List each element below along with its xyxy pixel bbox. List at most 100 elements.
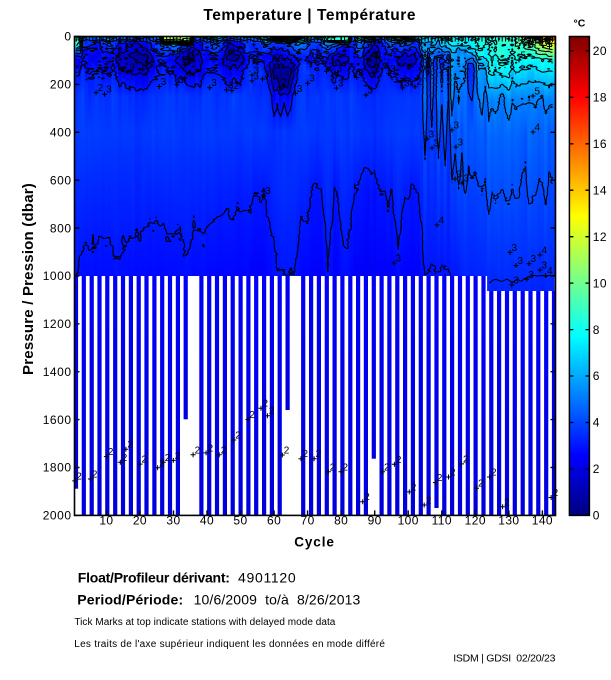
svg-text:2: 2 [269, 406, 275, 417]
svg-text:0: 0 [593, 509, 600, 523]
svg-text:2: 2 [478, 479, 484, 490]
svg-text:3: 3 [358, 68, 364, 79]
svg-text:3: 3 [265, 186, 271, 197]
svg-text:600: 600 [50, 173, 72, 187]
svg-text:1200: 1200 [43, 317, 72, 331]
svg-text:4: 4 [551, 37, 557, 48]
svg-text:40: 40 [200, 514, 214, 528]
svg-text:0: 0 [64, 30, 71, 44]
svg-text:3: 3 [518, 256, 524, 267]
svg-text:5: 5 [535, 87, 541, 98]
svg-text:3: 3 [454, 121, 460, 132]
svg-text:14: 14 [593, 183, 607, 197]
svg-text:30: 30 [166, 514, 180, 528]
svg-text:3: 3 [531, 254, 537, 265]
svg-text:3: 3 [337, 64, 343, 75]
svg-text:2: 2 [281, 78, 287, 89]
svg-text:2000: 2000 [43, 509, 72, 523]
svg-text:140: 140 [532, 514, 553, 528]
svg-text:4: 4 [187, 69, 193, 80]
svg-text:4: 4 [542, 246, 548, 257]
svg-text:50: 50 [233, 514, 247, 528]
svg-text:8: 8 [593, 323, 600, 337]
svg-text:120: 120 [465, 514, 486, 528]
svg-text:2: 2 [208, 443, 214, 454]
svg-text:2: 2 [463, 454, 469, 465]
svg-text:4: 4 [439, 216, 445, 227]
svg-text:2: 2 [411, 482, 417, 493]
svg-text:°C: °C [574, 18, 586, 30]
svg-text:2: 2 [221, 445, 227, 456]
svg-text:2: 2 [142, 455, 148, 466]
svg-text:10/6/2009 to/à 8/26/2013: 10/6/2009 to/à 8/26/2013 [194, 592, 361, 608]
svg-text:2: 2 [417, 77, 423, 88]
svg-text:4901120: 4901120 [238, 570, 296, 586]
svg-text:3: 3 [390, 64, 396, 75]
svg-text:2: 2 [343, 462, 349, 473]
svg-text:2: 2 [263, 399, 269, 410]
svg-text:3: 3 [434, 139, 440, 150]
svg-text:3: 3 [338, 79, 344, 90]
svg-text:3: 3 [178, 75, 184, 86]
svg-text:2: 2 [593, 462, 600, 476]
svg-text:3: 3 [106, 85, 112, 96]
svg-text:3: 3 [457, 170, 463, 181]
svg-text:3: 3 [404, 78, 410, 89]
svg-text:2: 2 [437, 473, 443, 484]
svg-text:3: 3 [368, 86, 374, 97]
svg-text:1600: 1600 [43, 413, 72, 427]
svg-text:3: 3 [264, 70, 270, 81]
svg-text:Tick Marks at top indicate sta: Tick Marks at top indicate stations with… [74, 617, 335, 628]
svg-text:2: 2 [450, 468, 456, 479]
svg-text:3: 3 [228, 80, 234, 91]
svg-text:2: 2 [375, 63, 381, 74]
svg-text:2: 2 [235, 431, 241, 442]
svg-text:2: 2 [144, 60, 150, 71]
svg-text:2: 2 [98, 83, 104, 94]
svg-text:16: 16 [593, 137, 607, 151]
svg-text:ISDM | GDSI 02/20/23: ISDM | GDSI 02/20/23 [453, 653, 555, 665]
svg-text:60: 60 [267, 514, 281, 528]
svg-text:2: 2 [249, 410, 255, 421]
svg-text:2: 2 [364, 492, 370, 503]
svg-text:2: 2 [284, 446, 290, 457]
svg-text:6: 6 [593, 369, 600, 383]
svg-text:400: 400 [50, 126, 72, 140]
svg-text:1800: 1800 [43, 461, 72, 475]
svg-text:80: 80 [334, 514, 348, 528]
svg-text:3: 3 [211, 78, 217, 89]
svg-text:2: 2 [127, 440, 133, 451]
svg-text:Temperature | Température: Temperature | Température [203, 7, 416, 24]
svg-text:3: 3 [542, 261, 548, 272]
svg-text:1400: 1400 [43, 365, 72, 379]
svg-text:200: 200 [50, 78, 72, 92]
svg-text:2: 2 [316, 449, 322, 460]
svg-text:130: 130 [498, 514, 519, 528]
svg-text:2: 2 [303, 449, 309, 460]
svg-text:3: 3 [309, 74, 315, 85]
svg-text:Period/Période:: Period/Période: [77, 592, 183, 608]
svg-text:2: 2 [122, 453, 128, 464]
svg-text:100: 100 [398, 514, 419, 528]
svg-text:4: 4 [593, 416, 600, 430]
svg-text:2: 2 [504, 497, 510, 508]
svg-text:3: 3 [297, 84, 303, 95]
svg-text:2: 2 [195, 445, 201, 456]
svg-text:18: 18 [593, 91, 607, 105]
svg-text:2: 2 [92, 470, 98, 481]
svg-text:3: 3 [458, 138, 464, 149]
svg-text:4: 4 [372, 51, 378, 62]
svg-text:3: 3 [396, 254, 402, 265]
svg-text:70: 70 [301, 514, 315, 528]
svg-text:3: 3 [253, 71, 259, 82]
svg-text:2: 2 [233, 81, 239, 92]
svg-text:20: 20 [593, 44, 607, 58]
svg-text:10: 10 [593, 276, 607, 290]
svg-text:2: 2 [384, 462, 390, 473]
svg-text:2: 2 [186, 55, 192, 66]
svg-text:12: 12 [593, 230, 607, 244]
svg-text:Cycle: Cycle [294, 535, 335, 550]
svg-text:3: 3 [254, 66, 260, 77]
svg-text:2: 2 [330, 462, 336, 473]
svg-text:Pressure / Pression (dbar): Pressure / Pression (dbar) [20, 183, 37, 375]
